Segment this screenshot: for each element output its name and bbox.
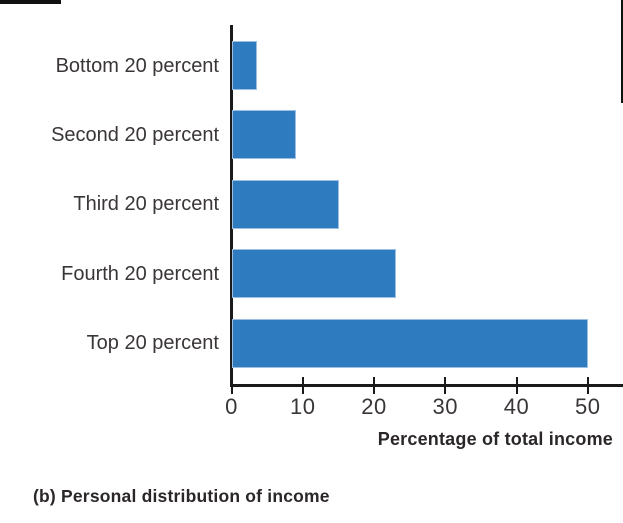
figure-caption: (b) Personal distribution of income (33, 486, 330, 506)
bar-third-20-percent (232, 179, 339, 229)
x-tick-40 (515, 377, 518, 394)
x-tick-30 (444, 377, 447, 394)
x-tick-label-50: 50 (575, 394, 601, 419)
x-tick-20 (373, 377, 376, 394)
x-tick-label-10: 10 (290, 394, 316, 419)
page-crop-mark-right-edge (621, 0, 623, 103)
x-tick-label-40: 40 (503, 394, 530, 419)
bar-fourth-20-percent (232, 249, 396, 299)
x-tick-50 (586, 377, 589, 394)
category-label-second-20-percent: Second 20 percent (51, 123, 219, 146)
bar-second-20-percent (232, 110, 297, 160)
x-axis-title: Percentage of total income (377, 429, 613, 449)
page-crop-mark-top-left (0, 0, 61, 4)
category-label-fourth-20-percent: Fourth 20 percent (61, 262, 219, 285)
x-tick-label-20: 20 (361, 394, 387, 419)
category-label-third-20-percent: Third 20 percent (73, 193, 219, 216)
y-axis-line (230, 25, 233, 386)
x-tick-0 (230, 377, 233, 394)
x-axis-line (230, 384, 623, 387)
x-tick-10 (301, 377, 304, 394)
x-tick-label-0: 0 (225, 394, 238, 419)
bar-top-20-percent (232, 318, 589, 368)
category-label-top-20-percent: Top 20 percent (86, 332, 219, 355)
category-label-bottom-20-percent: Bottom 20 percent (55, 54, 219, 77)
bar-bottom-20-percent (232, 41, 257, 90)
x-tick-label-30: 30 (432, 394, 458, 419)
